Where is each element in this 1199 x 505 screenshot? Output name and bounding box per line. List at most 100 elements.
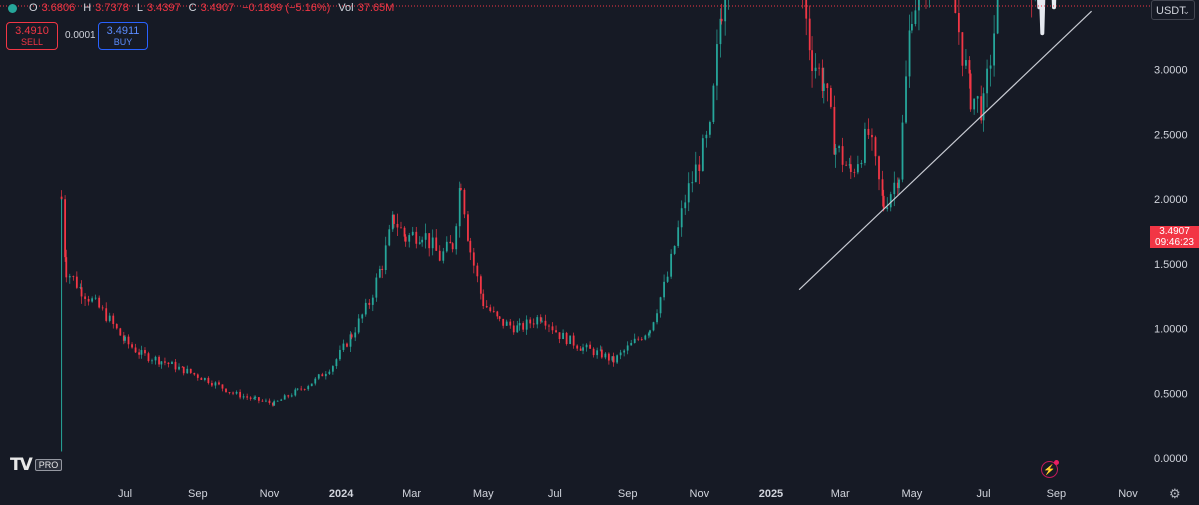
candle-body — [122, 335, 125, 341]
candle-body — [705, 134, 708, 139]
candle-body — [954, 0, 957, 14]
candle-body — [976, 96, 979, 99]
candle-body — [551, 326, 554, 331]
candle-body — [896, 182, 899, 189]
candle-body — [108, 315, 111, 321]
candle-body — [814, 67, 817, 72]
candle-body — [720, 18, 723, 22]
gear-icon[interactable]: ⚙ — [1169, 486, 1181, 501]
candle-body — [562, 332, 564, 340]
candle-body — [164, 361, 166, 363]
candle-body — [445, 241, 448, 252]
candle-body — [200, 377, 203, 380]
candle-body — [881, 179, 884, 196]
x-tick-label: Nov — [1118, 488, 1138, 500]
candle-body — [996, 0, 999, 34]
candle-body — [874, 137, 877, 157]
candle-body — [982, 93, 985, 121]
candle-body — [350, 334, 353, 338]
candle-body — [708, 122, 711, 135]
candle-body — [186, 368, 189, 374]
candle-body — [712, 85, 715, 123]
candle-body — [303, 389, 306, 390]
candle-body — [502, 318, 505, 326]
trendlines-layer[interactable] — [745, 0, 1093, 291]
candle-body — [716, 44, 718, 86]
candle-body — [649, 330, 651, 334]
candle-body — [829, 88, 832, 107]
candle-body — [961, 32, 964, 66]
candle-body — [512, 325, 515, 333]
candle-body — [371, 297, 374, 305]
candle-body — [607, 353, 610, 361]
candle-body — [268, 400, 271, 403]
candle-body — [424, 233, 427, 240]
candle-body — [171, 361, 173, 364]
currency-select[interactable]: USDT ⌄ — [1151, 0, 1195, 20]
high-value: 3.7378 — [95, 2, 129, 14]
candle-body — [848, 164, 851, 166]
close-value: 3.4907 — [200, 2, 235, 14]
volume-value: 37.65M — [357, 2, 395, 14]
sell-button[interactable]: 3.4910 SELL — [6, 22, 58, 50]
projection-layer — [1037, 0, 1057, 36]
candle-body — [428, 233, 431, 249]
candle-body — [623, 350, 626, 353]
candle-body — [673, 245, 676, 254]
candle-body — [242, 396, 245, 398]
candle-body — [522, 323, 525, 330]
candle-body — [300, 388, 303, 390]
candle-body — [290, 395, 293, 397]
tv-mark: TV — [10, 455, 33, 475]
candle-body — [418, 242, 421, 244]
lower-trendline[interactable] — [798, 10, 1093, 291]
candle-body — [151, 360, 153, 362]
candle-body — [993, 33, 996, 66]
tradingview-logo-icon[interactable]: TV PRO — [10, 455, 63, 475]
candle-body — [719, 18, 722, 45]
candle-body — [529, 319, 532, 324]
y-axis[interactable]: 6.50006.00005.50005.00004.50004.00003.00… — [1154, 0, 1188, 466]
bolt-icon[interactable]: ⚡ — [1041, 461, 1058, 478]
candle-body — [841, 146, 844, 165]
candle-body — [973, 98, 976, 110]
candle-body — [272, 402, 274, 406]
candle-body — [647, 333, 650, 336]
buy-button[interactable]: 3.4911 BUY — [98, 22, 148, 50]
candle-body — [314, 378, 317, 384]
candle-body — [296, 388, 299, 390]
x-tick-label: Nov — [690, 488, 710, 500]
candle-body — [856, 164, 859, 173]
candle-body — [65, 257, 68, 278]
candle-body — [701, 138, 704, 171]
candle-body — [585, 344, 588, 348]
y-tick-label: 0.0000 — [1154, 453, 1188, 465]
buy-label: BUY — [113, 37, 133, 47]
candle-body — [498, 316, 501, 319]
candle-body — [980, 96, 983, 121]
x-axis[interactable]: Jul Sep Nov 2024 Mar May Jul Sep Nov 2025 Mar May Ju… — [118, 488, 1138, 500]
candle-body — [886, 207, 889, 209]
candle-body — [182, 366, 185, 374]
candle-body — [384, 245, 387, 271]
candle-body — [138, 352, 140, 355]
candle-body — [582, 347, 584, 351]
candle-body — [257, 397, 260, 401]
candle-body — [630, 342, 633, 346]
candle-body — [604, 353, 607, 358]
candle-body — [626, 345, 629, 351]
candle-body — [239, 391, 241, 398]
candle-body — [826, 83, 829, 89]
x-tick-label: Jul — [548, 488, 562, 500]
candle-body — [905, 76, 907, 123]
candle-body — [525, 319, 528, 330]
candle-body — [569, 335, 572, 345]
candle-body — [94, 297, 97, 299]
sell-price: 3.4910 — [15, 25, 49, 37]
candle-body — [246, 396, 249, 398]
candle-body — [342, 343, 345, 350]
currency-label: USDT — [1156, 5, 1186, 17]
candle-body — [331, 366, 334, 372]
x-tick-label: 2025 — [759, 488, 783, 500]
